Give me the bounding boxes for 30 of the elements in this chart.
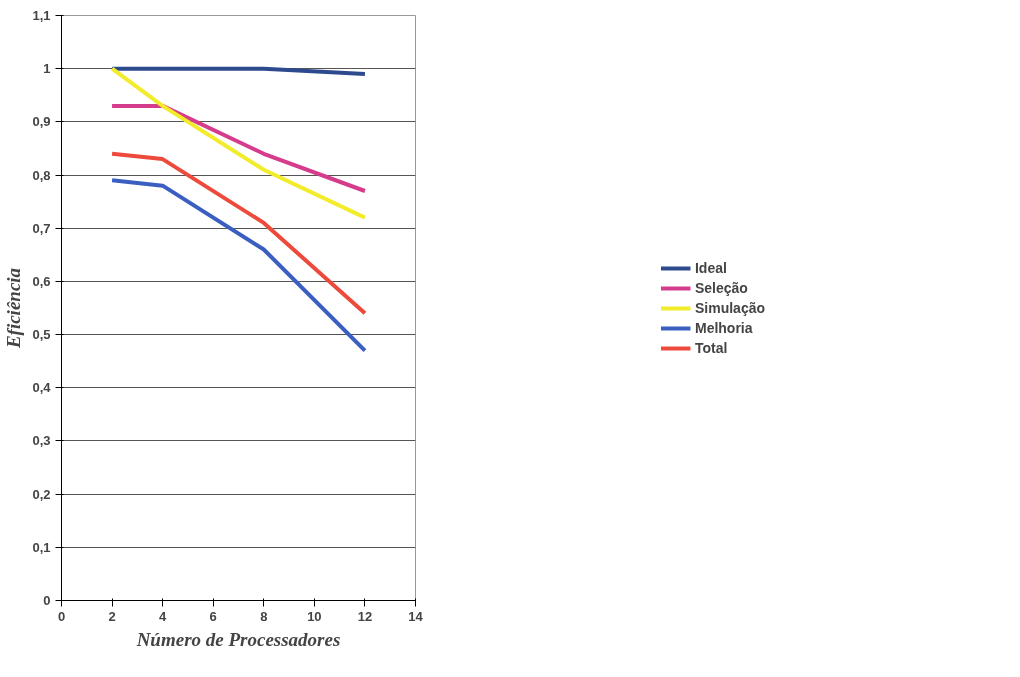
x-tick-label: 14 bbox=[408, 608, 424, 624]
legend-label: Ideal bbox=[694, 259, 727, 276]
y-tick-label: 0,9 bbox=[32, 114, 51, 130]
legend-label: Seleção bbox=[694, 279, 748, 296]
line-series bbox=[110, 178, 367, 353]
x-tick-label: 4 bbox=[159, 608, 168, 624]
y-axis-title: Eficiência bbox=[3, 267, 25, 350]
y-tick-label: 0,1 bbox=[32, 539, 51, 555]
x-tick-label: 2 bbox=[108, 608, 116, 624]
y-tick-label: 0,2 bbox=[32, 486, 51, 502]
x-tick-label: 8 bbox=[260, 608, 268, 624]
y-tick-label: 0 bbox=[43, 593, 51, 608]
y-tick-label: 0,6 bbox=[32, 273, 51, 289]
x-tick-label: 0 bbox=[57, 608, 66, 624]
y-tick-label: 0,3 bbox=[32, 433, 51, 449]
x-tick-label: 12 bbox=[357, 608, 373, 624]
x-axis-title: Número de Processadores bbox=[135, 628, 341, 650]
legend-label: Melhoria bbox=[694, 319, 753, 336]
line-series bbox=[110, 66, 367, 220]
y-tick-label: 0,5 bbox=[32, 327, 51, 343]
legend-label: Total bbox=[694, 339, 728, 356]
y-tick-label: 0,7 bbox=[32, 220, 51, 236]
x-tick-label: 10 bbox=[307, 608, 322, 624]
legend-label: Simulação bbox=[694, 299, 766, 316]
x-tick-label: 6 bbox=[209, 608, 217, 624]
y-tick-label: 0,8 bbox=[32, 167, 51, 183]
y-tick-label: 1,1 bbox=[32, 8, 51, 23]
line-series bbox=[110, 151, 367, 316]
y-tick-label: 1 bbox=[43, 61, 51, 77]
y-tick-label: 0,4 bbox=[32, 380, 52, 396]
